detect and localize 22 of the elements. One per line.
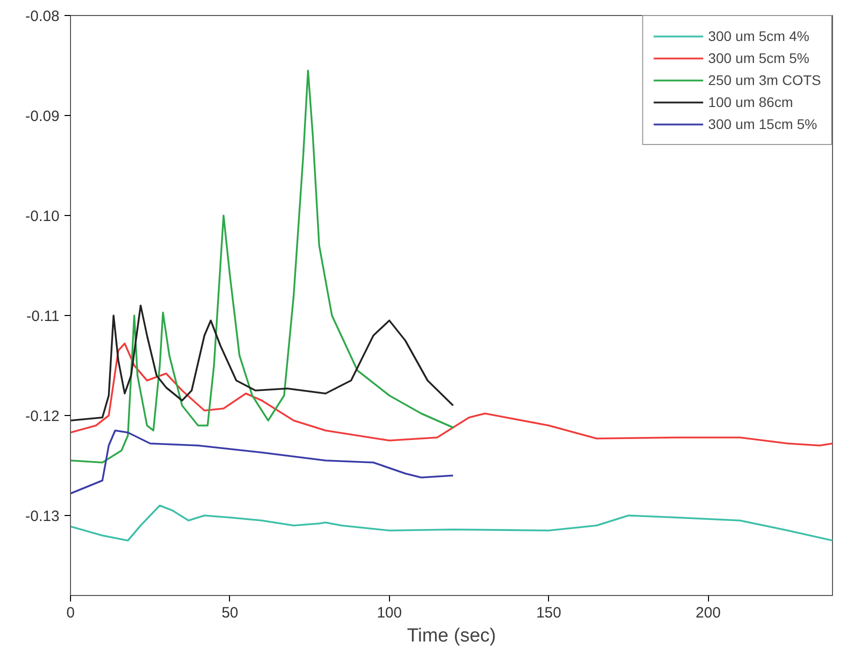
x-tick-label: 0	[66, 604, 75, 622]
line-series	[70, 504, 832, 542]
x-tick-label: 100	[376, 604, 402, 622]
legend-label: 250 um 3m COTS	[708, 72, 821, 88]
line-series	[70, 304, 454, 422]
legend-label: 300 um 5cm 5%	[708, 50, 810, 66]
y-tick-label: -0.08	[25, 8, 60, 25]
y-tick-label: -0.11	[26, 308, 60, 325]
x-tick-label: 200	[696, 604, 721, 622]
x-tick-label: 150	[536, 604, 562, 622]
line-series	[70, 342, 832, 446]
legend-label: 100 um 86cm	[708, 94, 793, 110]
x-axis-title: Time (sec)	[406, 626, 496, 646]
y-tick-label: -0.13	[25, 508, 60, 525]
line-series	[70, 70, 454, 464]
line-series	[70, 430, 454, 494]
y-tick-label: -0.09	[25, 108, 60, 125]
legend-label: 300 um 15cm 5%	[708, 116, 818, 132]
y-tick-label: -0.10	[25, 208, 60, 225]
legend-label: 300 um 5cm 4%	[708, 28, 810, 44]
y-tick-label: -0.12	[25, 408, 60, 425]
x-tick-label: 50	[222, 604, 238, 622]
